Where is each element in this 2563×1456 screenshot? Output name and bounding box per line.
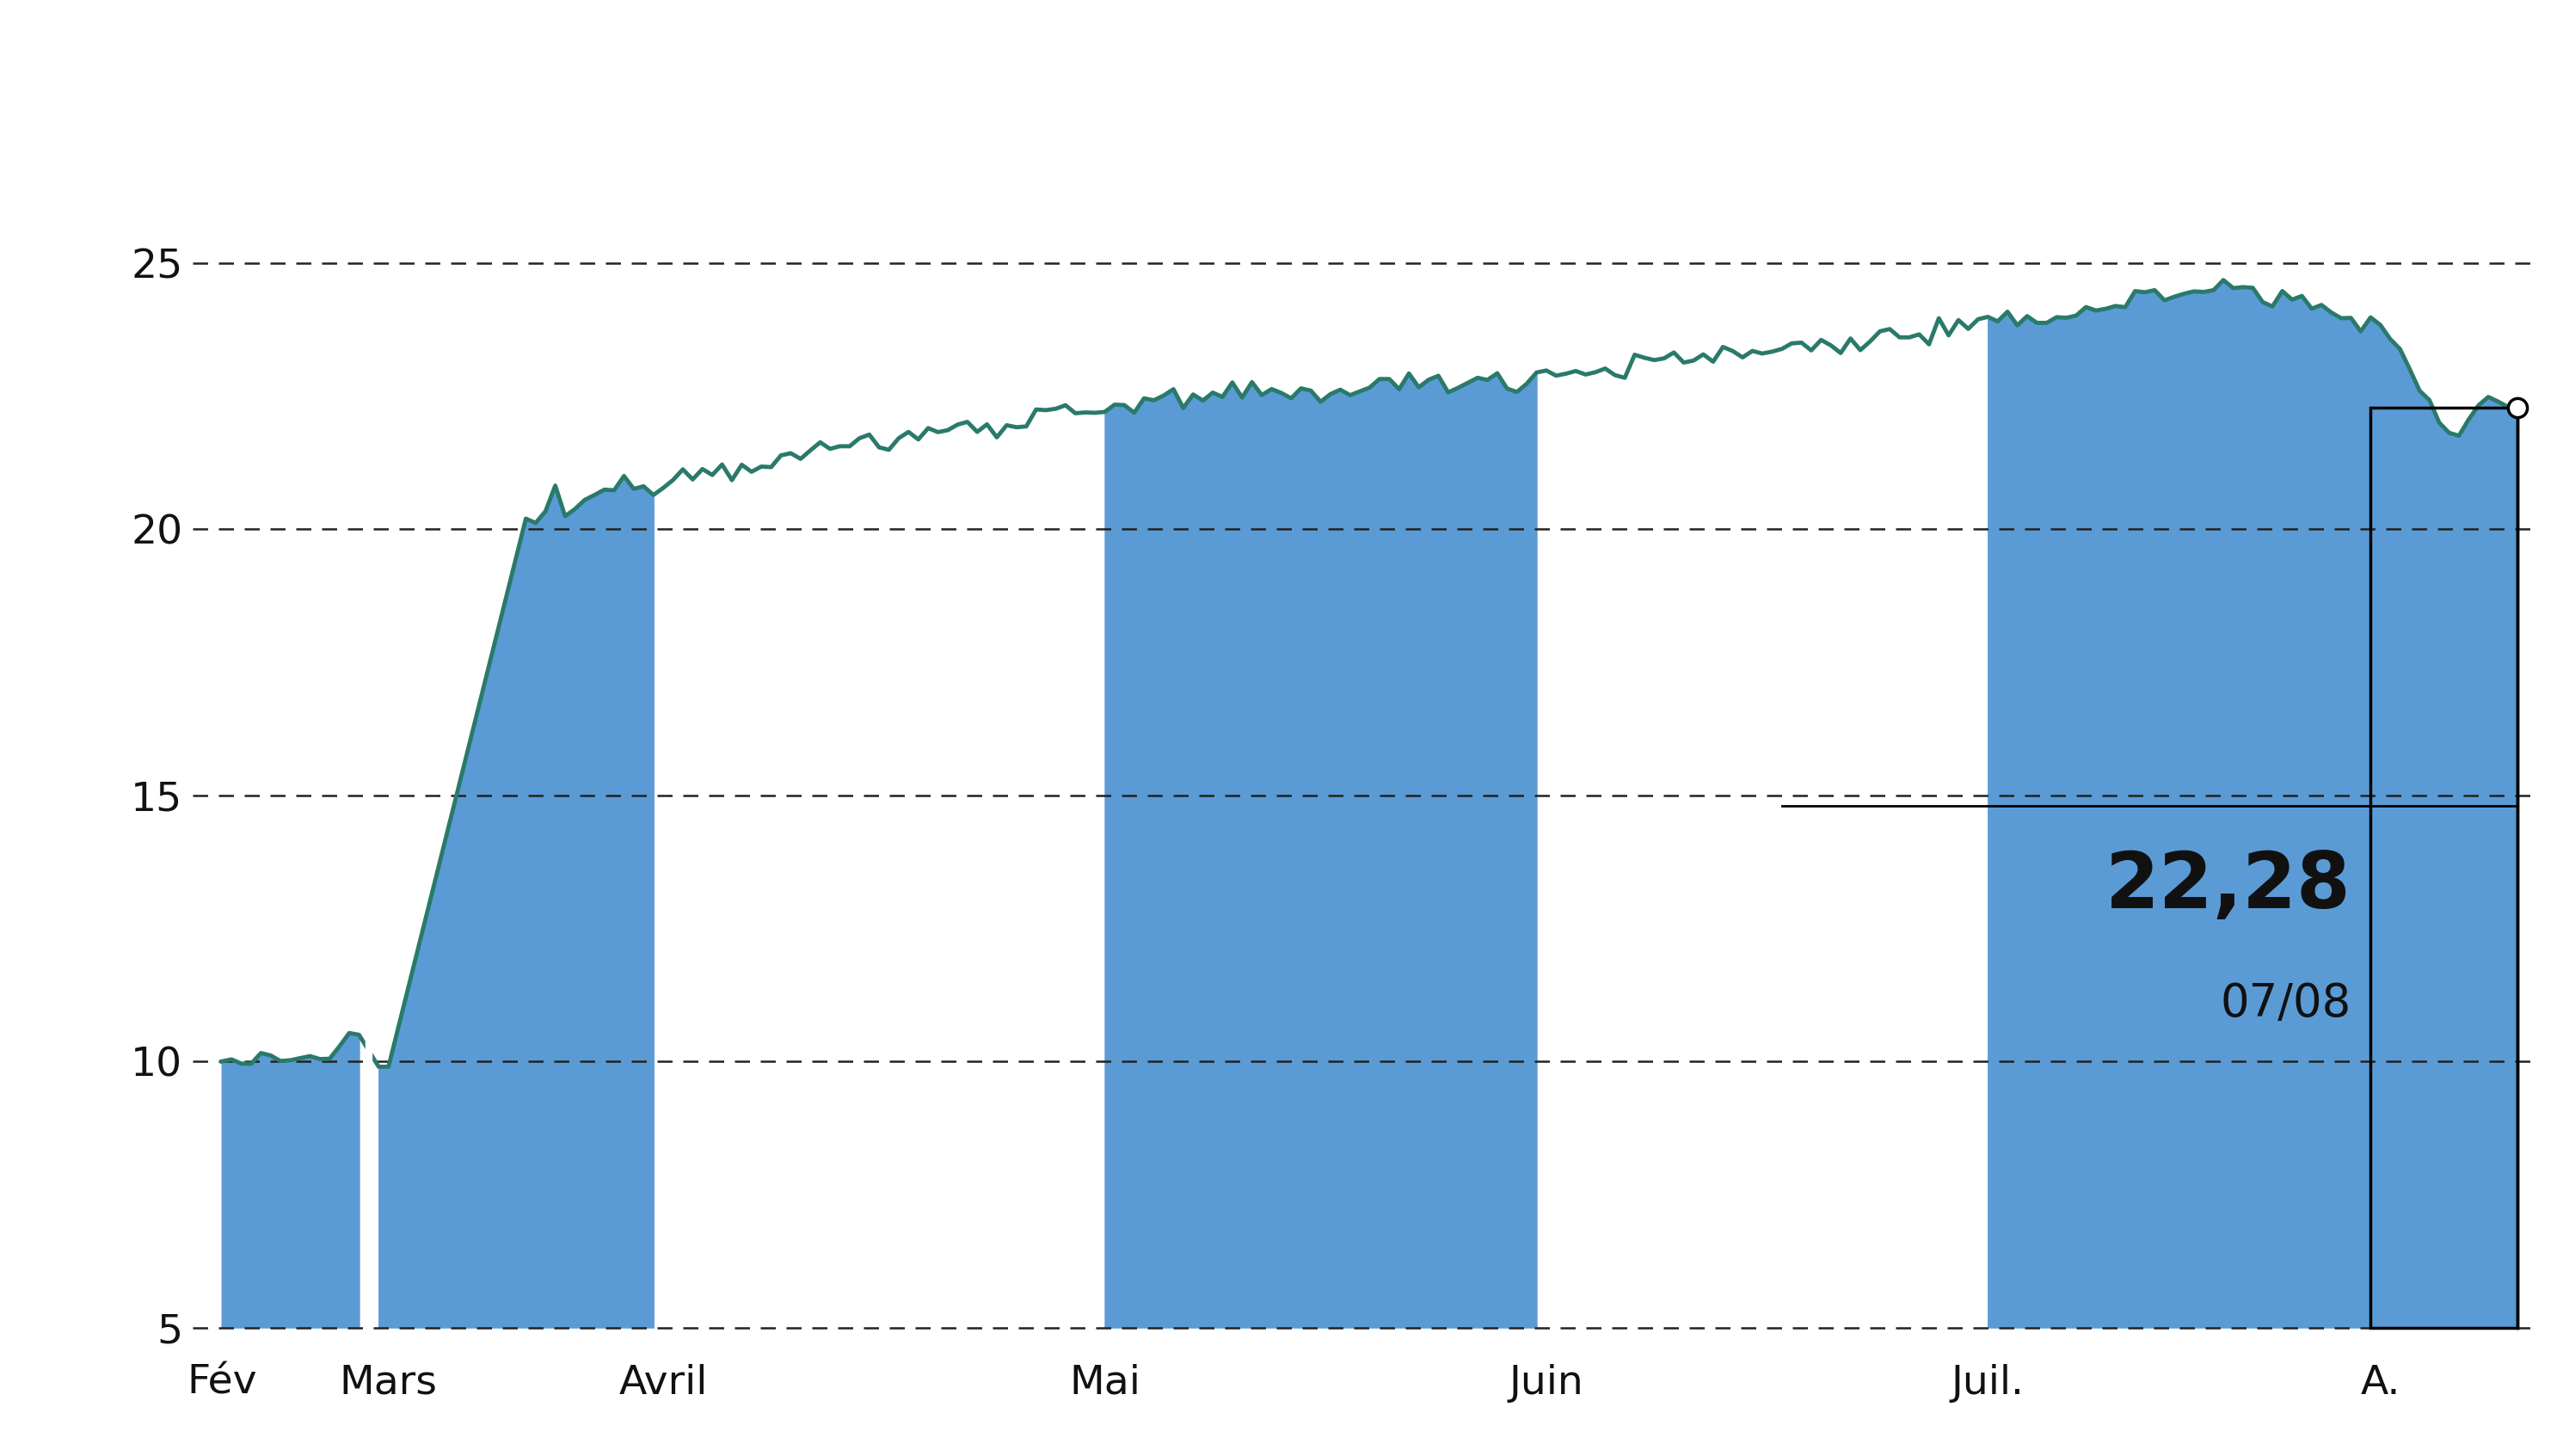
Text: Gladstone Capital Corporation: Gladstone Capital Corporation <box>466 33 2097 125</box>
Bar <box>2371 408 2517 1328</box>
Text: 22,28: 22,28 <box>2104 849 2350 925</box>
Text: 07/08: 07/08 <box>2220 981 2350 1026</box>
